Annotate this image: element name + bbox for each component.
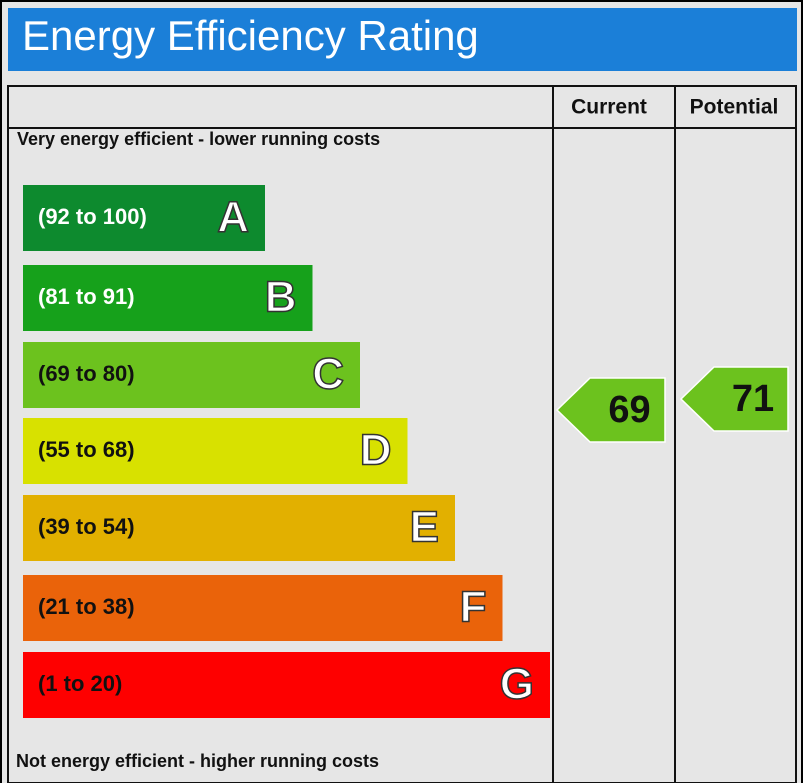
band-range: (55 to 68) — [38, 437, 135, 462]
band-range: (92 to 100) — [38, 204, 147, 229]
band — [23, 185, 265, 251]
rating-arrow — [679, 366, 789, 432]
band — [23, 495, 455, 561]
title-bar — [8, 8, 797, 71]
bottom-note: Not energy efficient - higher running co… — [16, 751, 379, 771]
band-letter: E — [410, 503, 439, 552]
column-header: Current — [571, 96, 647, 119]
rating-value: 69 — [608, 389, 650, 431]
band-range: (39 to 54) — [38, 514, 135, 539]
band-letter: A — [217, 193, 249, 242]
band-range: (1 to 20) — [38, 671, 122, 696]
table-frame — [7, 85, 797, 783]
band — [23, 652, 550, 718]
band-letter: F — [460, 583, 487, 632]
band-letter: C — [312, 350, 344, 399]
rating-value: 71 — [732, 378, 774, 420]
band — [23, 342, 360, 408]
title: Energy Efficiency Rating — [22, 12, 479, 59]
band-range: (21 to 38) — [38, 594, 135, 619]
band — [23, 265, 313, 331]
band — [23, 418, 408, 484]
rating-arrow — [555, 377, 666, 443]
band-letter: G — [500, 660, 534, 709]
column-header: Potential — [690, 96, 779, 119]
band-letter: B — [265, 273, 297, 322]
band-range: (81 to 91) — [38, 284, 135, 309]
top-note: Very energy efficient - lower running co… — [17, 129, 380, 149]
band-letter: D — [360, 426, 392, 475]
band — [23, 575, 503, 641]
band-range: (69 to 80) — [38, 361, 135, 386]
